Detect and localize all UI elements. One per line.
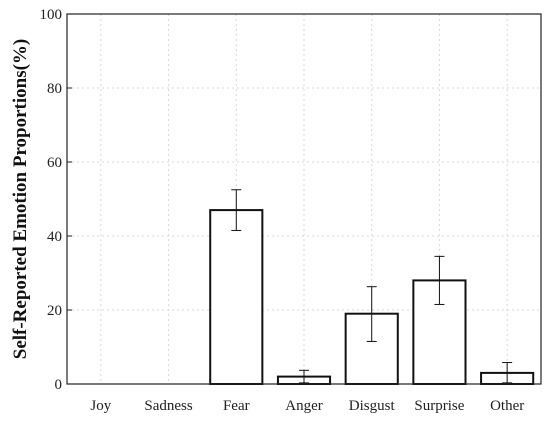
- x-tick-label: Anger: [285, 398, 323, 414]
- x-tick-label: Other: [490, 398, 524, 414]
- x-tick-label: Disgust: [349, 398, 396, 414]
- y-axis-label: Self-Reported Emotion Proportions(%): [10, 39, 31, 360]
- bar-fear: [209, 209, 264, 385]
- y-tick-label: 20: [47, 303, 62, 319]
- y-tick-label: 60: [47, 155, 62, 171]
- y-tick-label: 80: [47, 81, 62, 97]
- x-tick-label: Sadness: [144, 398, 192, 414]
- y-tick-label: 0: [55, 377, 63, 393]
- plot-frame: [66, 13, 542, 385]
- x-tick-label: Surprise: [414, 398, 464, 414]
- y-tick-label: 40: [47, 229, 62, 245]
- x-tick-label: Fear: [223, 398, 250, 414]
- gridlines: [67, 14, 541, 384]
- x-tick-label: Joy: [90, 398, 111, 414]
- error-bars: [231, 189, 513, 384]
- y-ticks: 0 20 40 60 80 100: [40, 7, 72, 393]
- x-categories: Joy Sadness Fear Anger Disgust Surprise Other: [90, 398, 524, 414]
- y-tick-label: 100: [40, 7, 63, 23]
